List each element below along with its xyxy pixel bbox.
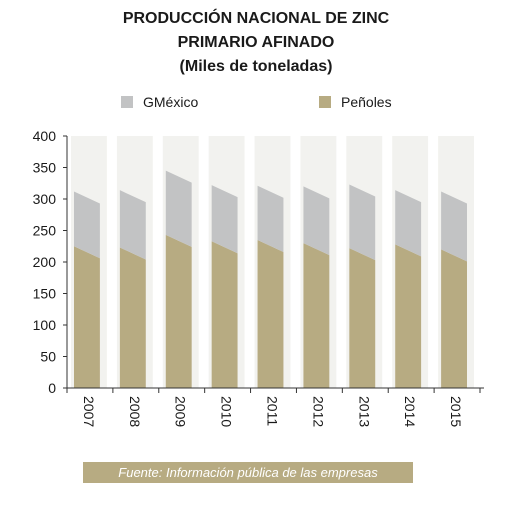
source-footer: Fuente: Información pública de las empre…: [83, 462, 413, 483]
y-tick-label: 350: [33, 160, 57, 176]
legend-swatch-penoles: [319, 96, 331, 108]
bar-gmexico-2010: [211, 185, 238, 254]
bar-gmexico-2014: [395, 190, 422, 257]
legend-swatch-gmexico: [121, 96, 133, 108]
y-tick-label: 150: [33, 286, 57, 302]
bar-gmexico-2013: [349, 184, 376, 261]
y-tick-label: 100: [33, 317, 57, 333]
y-tick-label: 400: [33, 128, 57, 144]
x-tick-label: 2011: [265, 396, 281, 426]
legend-item-penoles: Peñoles: [319, 94, 392, 110]
bar-penoles-2007: [74, 246, 100, 388]
chart-title-line-1: PRODUCCIÓN NACIONAL DE ZINC: [122, 10, 390, 27]
y-tick-label: 250: [33, 223, 57, 239]
chart-title-line-2: PRIMARIO AFINADO: [177, 34, 335, 51]
y-tick-label: 300: [33, 191, 57, 207]
bar-gmexico-2011: [257, 185, 284, 252]
x-tick-label: 2008: [127, 396, 143, 427]
bar-gmexico-2015: [441, 191, 467, 262]
bar-gmexico-2009: [165, 170, 192, 247]
bar-penoles-2012: [303, 243, 330, 388]
x-tick-label: 2014: [402, 396, 418, 427]
legend-label-gmexico: GMéxico: [143, 94, 199, 110]
y-tick-label: 0: [48, 380, 56, 396]
bar-penoles-2009: [165, 234, 192, 388]
bar-gmexico-2007: [74, 191, 100, 259]
bar-penoles-2011: [257, 239, 284, 388]
x-tick-label: 2012: [310, 396, 326, 427]
bar-gmexico-2008: [119, 190, 146, 260]
bar-penoles-2015: [441, 249, 467, 388]
x-tick-label: 2015: [448, 396, 464, 427]
chart-subtitle: (Miles de toneladas): [179, 58, 333, 75]
legend-label-penoles: Peñoles: [341, 94, 392, 110]
bar-penoles-2013: [349, 248, 376, 388]
x-tick-label: 2013: [356, 396, 372, 427]
bar-penoles-2014: [395, 244, 422, 388]
y-tick-label: 200: [33, 254, 57, 270]
x-tick-label: 2007: [81, 396, 97, 427]
y-tick-label: 50: [40, 349, 56, 365]
bar-penoles-2010: [211, 241, 238, 388]
x-tick-label: 2009: [173, 396, 189, 427]
bar-gmexico-2012: [303, 186, 330, 256]
x-tick-label: 2010: [219, 396, 235, 427]
bar-penoles-2008: [119, 247, 146, 388]
legend-item-gmexico: GMéxico: [121, 94, 198, 110]
